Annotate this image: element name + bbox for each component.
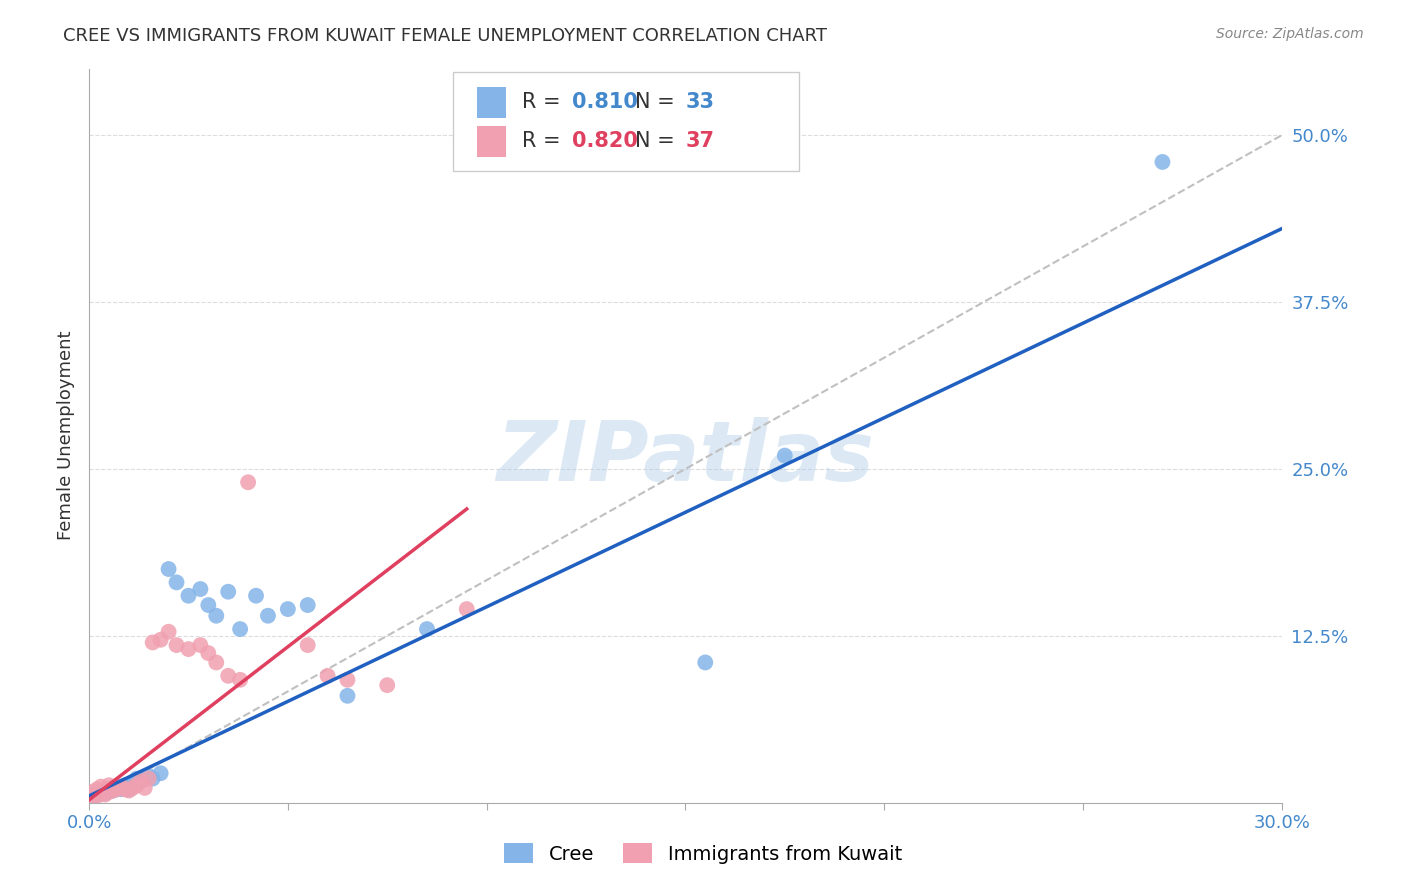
Point [297, 638, 319, 652]
Point [695, 656, 717, 670]
Point [277, 602, 299, 616]
Point [82, 785, 104, 799]
Point [121, 780, 143, 795]
Point [90, 780, 112, 794]
Point [166, 638, 188, 652]
Point [149, 632, 172, 647]
Point [157, 562, 180, 576]
Point [97, 782, 120, 797]
Point [86, 782, 108, 797]
Y-axis label: Female Unemployment: Female Unemployment [58, 331, 75, 541]
Point [177, 589, 200, 603]
Point [94, 786, 117, 800]
Point [245, 589, 267, 603]
Point [125, 778, 148, 792]
Point [456, 602, 478, 616]
Point [177, 642, 200, 657]
Point [82, 790, 104, 805]
Point [217, 584, 239, 599]
FancyBboxPatch shape [453, 72, 799, 171]
Point [416, 622, 439, 636]
Point [138, 772, 160, 786]
Point [101, 783, 124, 797]
Point [121, 775, 143, 789]
Point [114, 782, 136, 797]
Point [101, 780, 124, 795]
Point [97, 778, 120, 792]
Point [205, 608, 228, 623]
Point [110, 782, 132, 797]
Point [229, 622, 252, 636]
Point [94, 788, 117, 802]
Point [134, 780, 156, 795]
Point [190, 638, 212, 652]
Text: CREE VS IMMIGRANTS FROM KUWAIT FEMALE UNEMPLOYMENT CORRELATION CHART: CREE VS IMMIGRANTS FROM KUWAIT FEMALE UN… [63, 27, 827, 45]
Point [90, 786, 112, 800]
Point [1152, 155, 1174, 169]
Text: N =: N = [636, 131, 682, 151]
Point [138, 769, 160, 783]
Point [90, 785, 112, 799]
Text: R =: R = [522, 92, 567, 112]
Point [190, 582, 212, 596]
Point [205, 656, 228, 670]
Point [142, 772, 165, 786]
Text: 33: 33 [685, 92, 714, 112]
Point [86, 789, 108, 803]
Point [110, 780, 132, 794]
Point [97, 785, 120, 799]
Text: N =: N = [636, 92, 682, 112]
Point [217, 669, 239, 683]
Text: 0.820: 0.820 [572, 131, 638, 151]
Point [86, 788, 108, 802]
FancyBboxPatch shape [477, 87, 506, 118]
Legend: Cree, Immigrants from Kuwait: Cree, Immigrants from Kuwait [494, 833, 912, 873]
Point [125, 772, 148, 786]
Point [297, 598, 319, 612]
Point [94, 783, 117, 797]
Point [336, 673, 359, 687]
Point [773, 449, 796, 463]
Point [142, 635, 165, 649]
Point [129, 774, 152, 789]
Point [316, 669, 339, 683]
Point [105, 780, 128, 794]
Point [149, 766, 172, 780]
Point [257, 608, 280, 623]
Point [197, 598, 219, 612]
Text: R =: R = [522, 131, 567, 151]
Point [157, 624, 180, 639]
Point [114, 778, 136, 792]
Point [118, 783, 141, 797]
Point [118, 782, 141, 797]
Point [197, 646, 219, 660]
Point [129, 774, 152, 789]
FancyBboxPatch shape [477, 126, 506, 157]
Point [336, 689, 359, 703]
Point [236, 475, 259, 490]
Text: 0.810: 0.810 [572, 92, 638, 112]
Text: ZIPatlas: ZIPatlas [496, 417, 875, 498]
Point [101, 783, 124, 797]
Point [105, 782, 128, 797]
Text: Source: ZipAtlas.com: Source: ZipAtlas.com [1216, 27, 1364, 41]
Point [229, 673, 252, 687]
Point [166, 575, 188, 590]
Point [82, 789, 104, 803]
Text: 37: 37 [685, 131, 714, 151]
Point [375, 678, 398, 692]
